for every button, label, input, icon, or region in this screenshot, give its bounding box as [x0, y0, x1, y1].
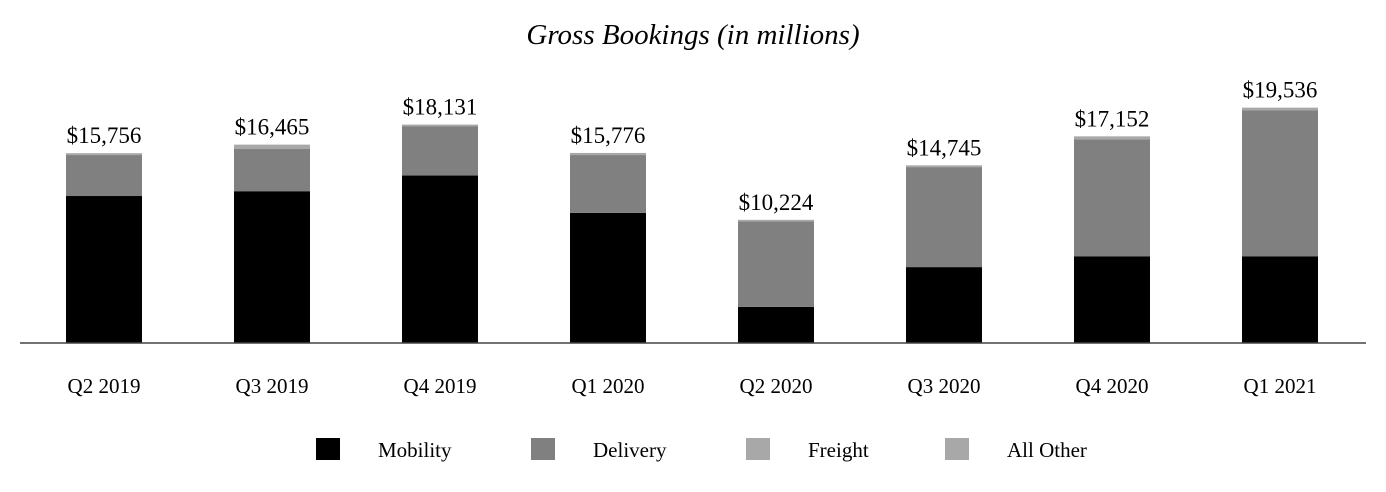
x-tick-label-0: Q2 2019 [68, 374, 141, 398]
total-labels-group: $15,756 $16,465 $18,131 $15,776 $10,224 $14,7… [67, 78, 1318, 215]
x-tick-label-5: Q3 2020 [908, 374, 981, 398]
bar-mobility-6 [1074, 256, 1150, 343]
x-tick-label-2: Q4 2019 [404, 374, 477, 398]
total-label-3: $15,776 [571, 123, 646, 148]
bar-all-other-1 [234, 144, 310, 150]
total-label-5: $14,745 [907, 135, 982, 160]
x-tick-label-3: Q1 2020 [572, 374, 645, 398]
legend-label-freight: Freight [808, 438, 869, 462]
bar-mobility-2 [402, 175, 478, 343]
bar-all-other-7 [1242, 107, 1318, 111]
chart-title: Gross Bookings (in millions) [526, 19, 859, 51]
legend: Mobility Delivery Freight All Other [316, 438, 1087, 462]
bar-mobility-3 [570, 212, 646, 343]
bar-delivery-3 [570, 155, 646, 213]
bar-all-other-5 [906, 165, 982, 168]
bar-all-other-2 [402, 124, 478, 127]
bar-all-other-6 [1074, 136, 1150, 140]
bar-delivery-5 [906, 167, 982, 268]
bar-mobility-5 [906, 267, 982, 343]
bars-group [66, 107, 1318, 343]
legend-swatch-mobility [316, 438, 340, 460]
bar-mobility-4 [738, 306, 814, 343]
bar-mobility-1 [234, 191, 310, 343]
total-label-1: $16,465 [235, 115, 310, 140]
bar-delivery-4 [738, 221, 814, 307]
x-tick-label-4: Q2 2020 [740, 374, 813, 398]
bar-delivery-1 [234, 149, 310, 192]
bar-delivery-2 [402, 126, 478, 176]
x-tick-label-7: Q1 2021 [1244, 374, 1317, 398]
total-label-2: $18,131 [403, 95, 478, 120]
bar-all-other-4 [738, 219, 814, 222]
legend-swatch-freight [746, 438, 770, 460]
bar-delivery-0 [66, 155, 142, 197]
total-label-7: $19,536 [1243, 78, 1318, 103]
total-label-4: $10,224 [739, 190, 814, 215]
total-label-0: $15,756 [67, 123, 142, 148]
bar-all-other-3 [570, 152, 646, 156]
x-axis-ticks: Q2 2019 Q3 2019 Q4 2019 Q1 2020 Q2 2020 Q3 20… [68, 374, 1317, 398]
bar-mobility-0 [66, 196, 142, 343]
total-label-6: $17,152 [1075, 106, 1150, 131]
x-tick-label-6: Q4 2020 [1076, 374, 1149, 398]
legend-swatch-all-other [945, 438, 969, 460]
bar-all-other-0 [66, 153, 142, 156]
bar-delivery-6 [1074, 139, 1150, 257]
x-tick-label-1: Q3 2019 [236, 374, 309, 398]
bar-mobility-7 [1242, 256, 1318, 343]
bar-delivery-7 [1242, 110, 1318, 257]
legend-swatch-delivery [531, 438, 555, 460]
legend-label-delivery: Delivery [593, 438, 667, 462]
legend-label-all-other: All Other [1007, 438, 1087, 462]
legend-label-mobility: Mobility [378, 438, 452, 462]
